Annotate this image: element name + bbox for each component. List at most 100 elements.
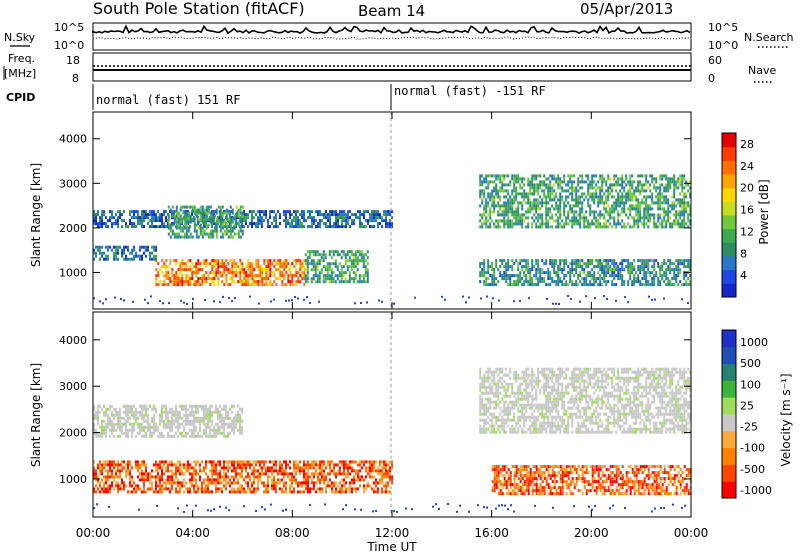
echo-cell	[139, 463, 141, 466]
echo-cell	[562, 474, 564, 477]
echo-cell	[669, 177, 671, 180]
echo-cell	[283, 472, 285, 475]
echo-cell	[305, 481, 307, 484]
echo-cell	[191, 274, 193, 277]
echo-cell	[575, 271, 577, 274]
echo-cell	[561, 189, 563, 192]
echo-cell	[249, 475, 251, 478]
echo-cell	[603, 216, 605, 219]
echo-cell	[315, 265, 317, 268]
echo-cell	[317, 253, 319, 256]
echo-cell	[208, 209, 210, 212]
echo-cell	[377, 481, 379, 484]
echo-cell	[491, 268, 493, 271]
echo-cell	[515, 189, 517, 192]
echo-cell	[119, 463, 121, 466]
echo-cell	[375, 490, 377, 493]
echo-cell	[159, 213, 161, 216]
echo-cell	[367, 268, 369, 271]
echo-cell	[369, 466, 371, 469]
echo-cell	[335, 472, 337, 475]
echo-cell	[265, 274, 267, 277]
echo-cell	[349, 472, 351, 475]
echo-cell	[379, 481, 381, 484]
echo-cell	[671, 180, 673, 183]
echo-cell	[306, 296, 308, 298]
echo-cell	[359, 253, 361, 256]
echo-cell	[207, 460, 209, 463]
echo-cell	[249, 262, 251, 265]
echo-cell	[663, 225, 665, 228]
echo-cell	[497, 189, 499, 192]
echo-cell	[127, 258, 129, 261]
echo-cell	[231, 262, 233, 265]
nsky-label: N.Sky	[4, 31, 36, 44]
echo-cell	[637, 268, 639, 271]
echo-cell	[385, 469, 387, 472]
echo-cell	[537, 280, 539, 283]
echo-cell	[189, 487, 191, 490]
echo-cell	[251, 222, 253, 225]
echo-cell	[213, 280, 215, 283]
echo-cell	[237, 265, 239, 268]
echo-cell	[663, 210, 665, 213]
echo-cell	[127, 472, 129, 475]
echo-cell	[295, 219, 297, 222]
echo-cell	[185, 469, 187, 472]
echo-cell	[355, 478, 357, 481]
echo-cell	[251, 219, 253, 222]
echo-cell	[681, 262, 683, 265]
echo-cell	[553, 174, 555, 177]
echo-cell	[497, 268, 499, 271]
echo-cell	[309, 210, 311, 213]
echo-cell	[535, 268, 537, 271]
echo-cell	[159, 484, 161, 487]
echo-cell	[169, 280, 171, 283]
echo-cell	[620, 477, 622, 480]
echo-cell	[500, 489, 502, 492]
echo-cell	[623, 207, 625, 210]
echo-cell	[258, 303, 260, 305]
echo-cell	[293, 210, 295, 213]
echo-cell	[357, 487, 359, 490]
echo-cell	[185, 463, 187, 466]
echo-cell	[673, 192, 675, 195]
echo-cell	[343, 466, 345, 469]
echo-cell	[205, 259, 207, 262]
echo-cell	[193, 469, 195, 472]
echo-cell	[191, 481, 193, 484]
echo-cell	[163, 472, 165, 475]
echo-cell	[347, 265, 349, 268]
echo-cell	[645, 280, 647, 283]
echo-cell	[562, 486, 564, 489]
echo-cell	[495, 259, 497, 262]
echo-cell	[267, 225, 269, 228]
echo-cell	[508, 468, 510, 471]
echo-cell	[613, 277, 615, 280]
echo-cell	[341, 490, 343, 493]
echo-cell	[133, 222, 135, 225]
colorbar-tick-label: 16	[740, 204, 754, 217]
echo-cell	[487, 195, 489, 198]
echo-cell	[681, 207, 683, 210]
echo-cell	[163, 487, 165, 490]
echo-cell	[325, 253, 327, 256]
echo-cell	[531, 280, 533, 283]
echo-cell	[605, 280, 607, 283]
echo-cell	[607, 192, 609, 195]
echo-cell	[287, 280, 289, 283]
echo-cell	[295, 268, 297, 271]
echo-cell	[541, 213, 543, 216]
echo-cell	[129, 463, 131, 466]
echo-cell	[517, 201, 519, 204]
echo-cell	[559, 204, 561, 207]
echo-cell	[251, 463, 253, 466]
echo-cell	[491, 210, 493, 213]
echo-cell	[293, 469, 295, 472]
echo-cell	[107, 472, 109, 475]
echo-cell	[255, 490, 257, 493]
echo-cell	[545, 225, 547, 228]
echo-cell	[379, 216, 381, 219]
echo-cell	[544, 465, 546, 468]
echo-cell	[307, 256, 309, 259]
